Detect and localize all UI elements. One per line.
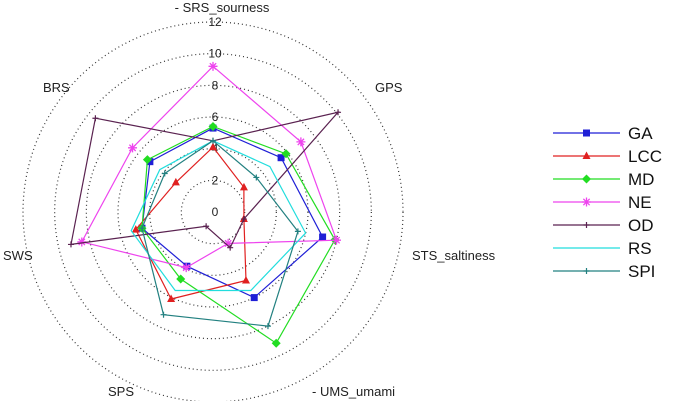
series-spi	[138, 137, 301, 330]
series-rs	[130, 140, 307, 292]
axis-label-brs: BRS	[43, 80, 70, 95]
axis-label-gps: GPS	[375, 80, 403, 95]
legend-item-od: OD	[553, 216, 654, 235]
series-md	[137, 122, 340, 348]
grid-circle	[54, 53, 372, 371]
legend-marker	[583, 129, 590, 137]
legend-label: RS	[628, 239, 652, 258]
data-point-md	[176, 274, 186, 284]
axis-labels: - SRS_sourness GPS STS_saltiness - UMS_umam…	[3, 0, 496, 399]
tick-label: 2	[212, 173, 219, 187]
data-point-od	[335, 109, 342, 116]
data-point-md	[281, 149, 291, 159]
legend-item-lcc: LCC	[553, 147, 662, 166]
legend-label: NE	[628, 193, 652, 212]
series-ne	[77, 61, 341, 273]
legend-marker	[583, 222, 590, 228]
data-point-ne	[223, 238, 233, 248]
legend-marker	[582, 174, 591, 184]
tick-label: 8	[212, 78, 219, 92]
data-point-spi	[253, 174, 260, 181]
legend-item-ne: NE	[553, 193, 652, 212]
axis-label-sws: SWS	[3, 248, 33, 263]
tick-label: 6	[212, 110, 219, 124]
series-line-ne	[80, 65, 338, 269]
legend-box	[545, 118, 675, 293]
legend-marker	[583, 268, 590, 274]
data-point-ne	[181, 263, 191, 273]
data-point-ne	[128, 143, 138, 153]
legend-label: GA	[628, 124, 653, 143]
legend-item-rs: RS	[553, 239, 652, 258]
legend-label: MD	[628, 170, 654, 189]
data-point-lcc	[171, 177, 180, 186]
series-line-spi	[141, 140, 299, 327]
axis-label-sps: SPS	[108, 384, 134, 399]
data-point-ne	[331, 235, 341, 245]
series-line-ga	[141, 127, 324, 299]
series-line-md	[141, 125, 336, 345]
radar-grid	[22, 21, 404, 401]
legend-label: SPI	[628, 262, 655, 281]
tick-label: 0	[212, 205, 219, 219]
data-point-od	[92, 115, 99, 122]
axis-label-srs-sourness: - SRS_sourness	[175, 0, 270, 15]
grid-circle	[180, 179, 246, 245]
grid-circle	[149, 148, 277, 276]
data-point-lcc	[167, 294, 176, 303]
data-point-ne	[296, 137, 306, 147]
data-point-spi	[210, 137, 216, 144]
data-point-od	[240, 216, 247, 223]
data-point-spi	[294, 228, 301, 235]
data-point-ga	[319, 233, 327, 241]
data-point-lcc	[239, 182, 248, 191]
grid-circle	[22, 21, 404, 401]
data-point-lcc	[241, 275, 250, 284]
data-point-ne	[77, 237, 87, 247]
data-point-lcc	[209, 142, 217, 151]
legend-marker	[582, 197, 591, 207]
series-line-rs	[130, 140, 307, 292]
legend-item-ga: GA	[553, 124, 653, 143]
axis-label-sts-saltiness: STS_saltiness	[412, 248, 496, 263]
series-ga	[138, 124, 327, 302]
data-point-od	[67, 241, 74, 248]
data-point-ne	[208, 61, 218, 71]
legend-item-spi: SPI	[553, 262, 655, 281]
data-point-lcc	[131, 225, 140, 233]
legend-label: OD	[628, 216, 654, 235]
series-line-od	[70, 111, 340, 249]
data-point-spi	[138, 225, 145, 232]
legend-label: LCC	[628, 147, 662, 166]
tick-label: 12	[208, 15, 222, 29]
grid-circle	[117, 116, 309, 308]
data-point-ga	[250, 294, 258, 302]
legend-item-md: MD	[553, 170, 654, 189]
series-line-lcc	[135, 146, 247, 300]
data-point-spi	[160, 311, 167, 318]
data-point-md	[142, 155, 152, 165]
legend: GA LCC MD NE OD RS SPI	[545, 118, 675, 293]
data-point-od	[227, 244, 234, 251]
data-point-ga	[277, 154, 285, 162]
grid-circle	[85, 84, 341, 340]
legend-marker	[582, 151, 591, 159]
tick-label: 10	[208, 47, 222, 61]
data-point-md	[271, 338, 281, 348]
data-point-od	[203, 223, 210, 230]
data-point-md	[208, 122, 218, 131]
data-point-spi	[264, 323, 271, 330]
series-group	[67, 61, 342, 348]
data-point-spi	[161, 170, 168, 177]
axis-label-ums-umami: - UMS_umami	[312, 384, 395, 399]
